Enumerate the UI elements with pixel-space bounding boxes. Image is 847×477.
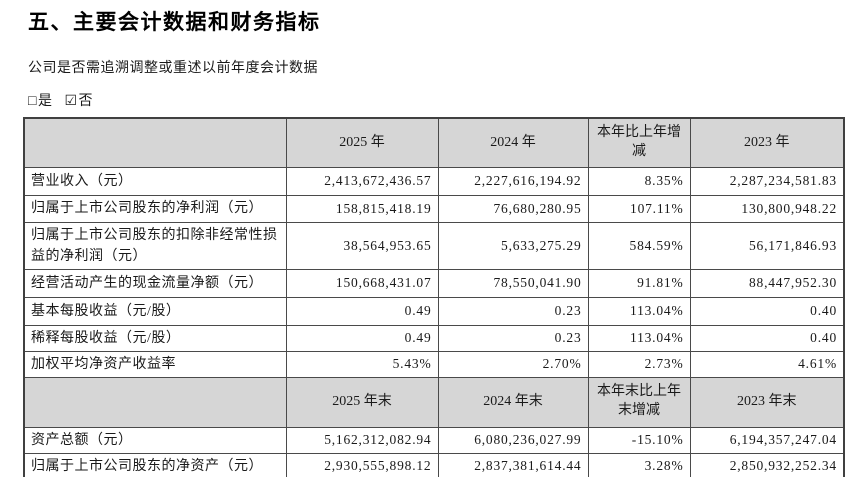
value-cell-2025: 0.49 [285, 324, 439, 352]
restatement-question: 公司是否需追溯调整或重述以前年度会计数据 [28, 61, 318, 77]
header-cell-2024-end: 2024 年末 [437, 376, 589, 428]
header-cell-yoy-change: 本年比上年增减 [587, 117, 691, 168]
table-row-total-assets: 资产总额（元） 5,162,312,082.94 6,080,236,027.9… [23, 426, 845, 454]
row-label-cell: 基本每股收益（元/股） [23, 296, 287, 326]
table-header-year-end: 2025 年末 2024 年末 本年末比上年末增减 2023 年末 [23, 376, 845, 428]
table-header-annual: 2025 年 2024 年 本年比上年增减 2023 年 [23, 117, 845, 168]
header-cell-2023: 2023 年 [689, 117, 845, 168]
value-cell-2025: 5,162,312,082.94 [285, 426, 439, 454]
checkbox-no: ☑否 [64, 94, 93, 109]
value-cell-2023: 2,287,234,581.83 [689, 166, 845, 196]
value-cell-2025: 158,815,418.19 [285, 194, 439, 223]
value-cell-2023: 56,171,846.93 [689, 221, 845, 270]
checkbox-row: □是 ☑否 [28, 92, 101, 112]
financial-indicators-table: 2025 年 2024 年 本年比上年增减 2023 年 营业收入（元） 2,4… [23, 117, 845, 477]
value-cell-change: 2.73% [587, 350, 691, 378]
value-cell-2025: 38,564,953.65 [285, 221, 439, 270]
value-cell-2024: 6,080,236,027.99 [437, 426, 589, 454]
value-cell-2024: 0.23 [437, 324, 589, 352]
table-row-net-profit: 归属于上市公司股东的净利润（元） 158,815,418.19 76,680,2… [23, 194, 845, 223]
value-cell-change: 113.04% [587, 296, 691, 326]
value-cell-2024: 5,633,275.29 [437, 221, 589, 270]
value-cell-2024: 0.23 [437, 296, 589, 326]
row-label-cell: 资产总额（元） [23, 426, 287, 454]
header-cell-2023-end: 2023 年末 [689, 376, 845, 428]
header-cell-year-end-change: 本年末比上年末增减 [587, 376, 691, 428]
value-cell-change: -15.10% [587, 426, 691, 454]
value-cell-change: 8.35% [587, 166, 691, 196]
table-row-diluted-eps: 稀释每股收益（元/股） 0.49 0.23 113.04% 0.40 [23, 324, 845, 352]
row-label-cell: 稀释每股收益（元/股） [23, 324, 287, 352]
value-cell-2025: 5.43% [285, 350, 439, 378]
checkbox-yes-label: 是 [37, 93, 53, 109]
row-label-cell: 营业收入（元） [23, 166, 287, 196]
checkbox-no-label: 否 [78, 93, 94, 109]
value-cell-2024: 2,837,381,614.44 [437, 452, 589, 477]
value-cell-2024: 2,227,616,194.92 [437, 166, 589, 196]
value-cell-2024: 2.70% [437, 350, 589, 378]
value-cell-2025: 150,668,431.07 [285, 268, 439, 298]
value-cell-2024: 78,550,041.90 [437, 268, 589, 298]
row-label-cell: 归属于上市公司股东的扣除非经常性损益的净利润（元） [23, 221, 287, 270]
checkbox-unchecked-icon: □ [28, 93, 37, 109]
value-cell-change: 91.81% [587, 268, 691, 298]
header-cell-2025-end: 2025 年末 [285, 376, 439, 428]
value-cell-2023: 130,800,948.22 [689, 194, 845, 223]
value-cell-2025: 0.49 [285, 296, 439, 326]
table-row-operating-cash-flow: 经营活动产生的现金流量净额（元） 150,668,431.07 78,550,0… [23, 268, 845, 298]
header-cell-blank [23, 376, 287, 428]
value-cell-2023: 0.40 [689, 324, 845, 352]
table-row-basic-eps: 基本每股收益（元/股） 0.49 0.23 113.04% 0.40 [23, 296, 845, 326]
value-cell-2025: 2,413,672,436.57 [285, 166, 439, 196]
value-cell-2023: 6,194,357,247.04 [689, 426, 845, 454]
checkbox-checked-icon: ☑ [64, 93, 78, 109]
value-cell-2024: 76,680,280.95 [437, 194, 589, 223]
value-cell-change: 107.11% [587, 194, 691, 223]
value-cell-2023: 0.40 [689, 296, 845, 326]
header-cell-2024: 2024 年 [437, 117, 589, 168]
table-row-revenue: 营业收入（元） 2,413,672,436.57 2,227,616,194.9… [23, 166, 845, 196]
value-cell-2023: 4.61% [689, 350, 845, 378]
row-label-cell: 加权平均净资产收益率 [23, 350, 287, 378]
value-cell-change: 113.04% [587, 324, 691, 352]
table-row-net-profit-excl-nonrecurring: 归属于上市公司股东的扣除非经常性损益的净利润（元） 38,564,953.65 … [23, 221, 845, 270]
checkbox-yes: □是 [28, 94, 52, 109]
header-cell-2025: 2025 年 [285, 117, 439, 168]
table-row-weighted-avg-roe: 加权平均净资产收益率 5.43% 2.70% 2.73% 4.61% [23, 350, 845, 378]
header-cell-blank [23, 117, 287, 168]
value-cell-2023: 88,447,952.30 [689, 268, 845, 298]
row-label-cell: 经营活动产生的现金流量净额（元） [23, 268, 287, 298]
table-row-net-assets: 归属于上市公司股东的净资产（元） 2,930,555,898.12 2,837,… [23, 452, 845, 477]
page-title: 五、主要会计数据和财务指标 [28, 10, 321, 34]
value-cell-2023: 2,850,932,252.34 [689, 452, 845, 477]
value-cell-change: 584.59% [587, 221, 691, 270]
row-label-cell: 归属于上市公司股东的净资产（元） [23, 452, 287, 477]
row-label-cell: 归属于上市公司股东的净利润（元） [23, 194, 287, 223]
value-cell-2025: 2,930,555,898.12 [285, 452, 439, 477]
value-cell-change: 3.28% [587, 452, 691, 477]
